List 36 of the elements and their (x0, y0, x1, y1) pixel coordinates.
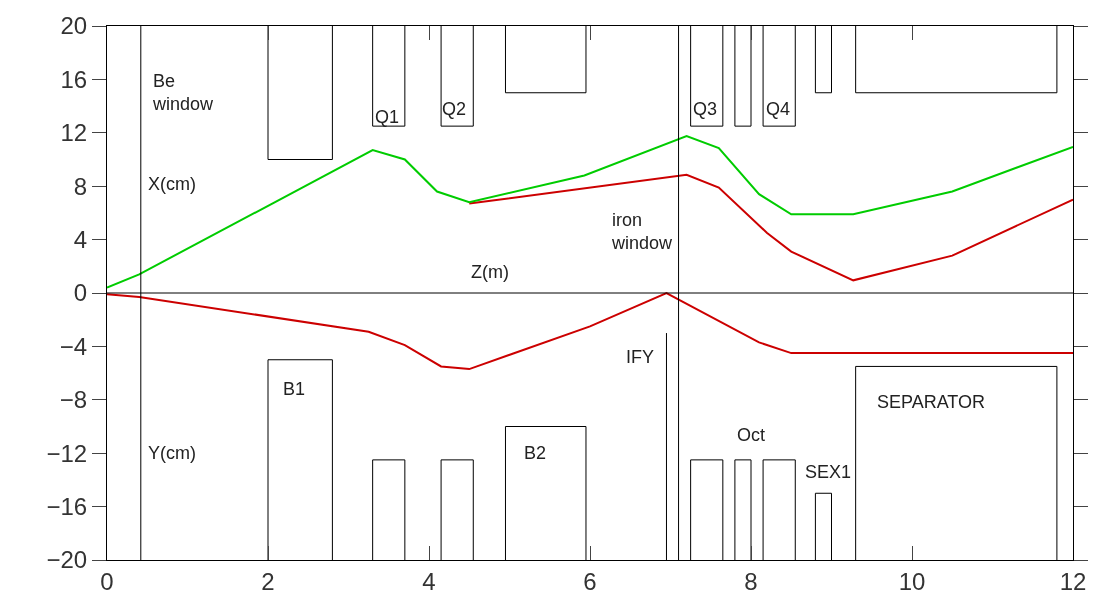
annotation: SEX1 (805, 462, 852, 482)
x-tick-label: 6 (583, 567, 597, 595)
annotation: Q4 (766, 99, 791, 119)
annotation: Oct (737, 425, 766, 445)
y-tick-label: −16 (46, 493, 88, 520)
annotation: Q1 (375, 107, 400, 127)
y-tick-label: 8 (73, 172, 88, 200)
x-tick-label: 4 (422, 567, 436, 595)
x-tick-label: 0 (100, 567, 114, 595)
y-tick-label: −4 (59, 332, 88, 360)
line-series (107, 135, 1073, 289)
annotation: X(cm) (148, 174, 196, 194)
annotation: iron window (611, 210, 674, 254)
line-series (107, 292, 1073, 371)
annotation: Q3 (693, 99, 718, 119)
x-tick-label: 12 (1059, 567, 1087, 595)
annotation: Be window (152, 71, 215, 115)
annotation: Q2 (442, 99, 467, 119)
y-tick-label: 12 (60, 119, 88, 147)
y-tick-label: 16 (60, 65, 88, 93)
annotation: SEPARATOR (877, 392, 986, 412)
y-tick-label: −12 (46, 439, 88, 467)
x-tick-label: 2 (261, 567, 275, 595)
annotation: B1 (283, 379, 306, 399)
y-tick-label: 4 (73, 226, 88, 253)
x-tick-label: 8 (744, 567, 758, 595)
annotation: B2 (524, 443, 547, 463)
line-series (468, 173, 1073, 282)
y-tick-label: −8 (59, 386, 88, 414)
y-tick-label: −20 (46, 546, 88, 574)
annotation: Y(cm) (148, 443, 196, 463)
y-tick-label: 20 (60, 12, 88, 40)
annotation: Z(m) (471, 262, 509, 282)
x-tick-label: 10 (898, 567, 926, 595)
annotation: IFY (626, 347, 655, 367)
y-tick-label: 0 (73, 279, 88, 307)
